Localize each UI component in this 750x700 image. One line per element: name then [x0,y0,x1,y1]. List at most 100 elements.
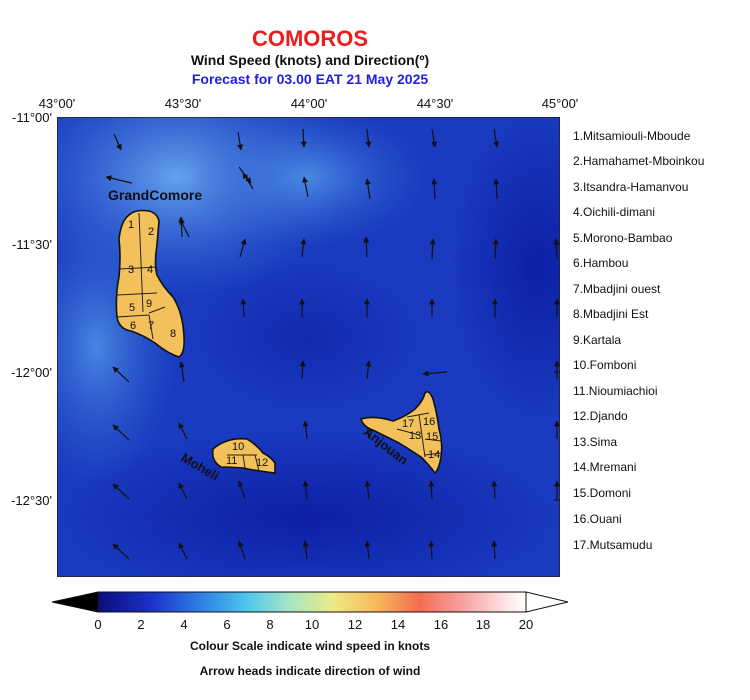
wind-arrow [178,361,185,383]
region-number-4: 4 [147,264,154,276]
forecast-time: Forecast for 03.00 EAT 21 May 2025 [191,71,429,87]
wind-arrow [237,131,244,151]
region-number-12: 12 [256,457,269,469]
legend-item: 13.Sima [573,435,618,449]
colorbar-caption: Colour Scale indicate wind speed in knot… [189,639,431,653]
wind-arrow [364,540,371,560]
map-title: COMOROS [251,26,369,51]
colorbar-tick: 0 [94,617,102,632]
wind-arrow [300,128,307,148]
legend-item: 10.Fomboni [573,358,637,372]
legend-item: 14.Mremani [573,460,637,474]
arrows-caption: Arrow heads indicate direction of wind [199,664,421,678]
legend-item: 7.Mbadjini ouest [573,282,661,296]
colorbar-scale [97,591,527,613]
wind-arrows [105,128,560,560]
colorbar-tick: 18 [475,617,491,632]
wind-arrow [364,178,371,200]
island-shape-grandcomore [115,209,185,358]
strong-wind-area-east [447,117,560,427]
lat-label-12-30: -12°30' [11,493,52,508]
wind-arrow [239,238,247,258]
wind-map [57,117,560,577]
lon-label-43-30: 43°30' [164,96,202,111]
region-number-8: 8 [170,328,177,340]
island-shape-anjouan [360,391,443,475]
legend-item: 4.Oichili-dimani [573,205,656,219]
region-number-15: 15 [426,431,439,443]
region-number-7: 7 [148,320,155,332]
legend-item: 17.Mutsamudu [573,538,653,552]
wind-arrow [113,133,122,151]
wind-arrow [365,128,372,148]
wind-arrow [302,420,309,440]
wind-arrow [429,238,436,260]
wind-arrow [112,366,130,383]
wind-arrow [302,540,309,560]
colorbar-tick: 14 [390,617,406,632]
wind-arrow [242,172,254,190]
legend-item: 5.Morono-Bambao [573,231,673,245]
wind-arrow [112,483,130,500]
colorbar-tick: 16 [433,617,449,632]
lat-label-11-00: -11°00' [12,110,52,125]
region-number-6: 6 [130,320,137,332]
wind-arrow [299,360,306,380]
lon-label-44-30: 44°30' [416,96,454,111]
wind-arrow [364,480,371,500]
colorbar-tick: 12 [347,617,363,632]
legend-item: 1.Mitsamiouli-Mboude [573,129,691,143]
island-shape-moheli [211,437,276,474]
wind-arrow [237,480,246,500]
region-number-10: 10 [232,441,245,453]
wind-arrow [363,236,370,258]
lat-label-11-30: -11°30' [12,237,52,252]
region-number-11: 11 [226,455,238,467]
wind-arrow [240,298,247,318]
wind-arrow [422,370,448,377]
legend-item: 6.Hambou [573,256,629,270]
region-number-1: 1 [128,219,135,231]
legend-item: 3.Itsandra-Hamanvou [573,180,689,194]
legend-item: 8.Mbadjini Est [573,307,649,321]
lon-label-43-00: 43°00' [38,96,76,111]
island-moheli [211,437,276,474]
wind-arrow [302,176,309,198]
wind-arrow [428,540,435,560]
wind-arrow [491,540,498,560]
lon-label-44-00: 44°00' [290,96,328,111]
colorbar-tick: 8 [266,617,274,632]
colorbar-high-end [525,591,569,613]
wind-arrow [491,480,498,500]
lat-label-12-00: -12°00' [11,365,52,380]
legend-item: 16.Ouani [573,512,622,526]
colorbar-tick: 4 [180,617,188,632]
wind-arrow [302,480,309,500]
wind-arrow [178,542,188,560]
wind-arrow [431,128,438,148]
region-number-3: 3 [128,264,135,276]
wind-arrow [178,482,188,500]
map-subtitle: Wind Speed (knots) and Direction(º) [190,52,430,68]
wind-arrow [178,422,188,440]
island-anjouan [360,391,443,475]
wind-arrow [493,178,500,200]
wind-arrow [105,175,133,184]
wind-speed-colorbar [52,591,569,613]
wind-arrow [492,238,499,260]
island-grandcomore [115,209,185,358]
wind-arrow [365,360,372,380]
colorbar-tick: 2 [137,617,145,632]
region-number-14: 14 [428,449,441,461]
region-number-13: 13 [409,430,422,442]
wind-arrow [112,424,130,441]
wind-arrow [553,238,560,260]
legend-item: 9.Kartala [573,333,622,347]
colorbar-tick: 10 [304,617,320,632]
wind-arrow [112,543,130,560]
legend-item: 11.Nioumiachioi [573,384,658,398]
wind-arrow [431,178,438,200]
wind-arrow [493,128,500,148]
region-number-16: 16 [423,416,436,428]
wind-arrow [300,238,307,258]
